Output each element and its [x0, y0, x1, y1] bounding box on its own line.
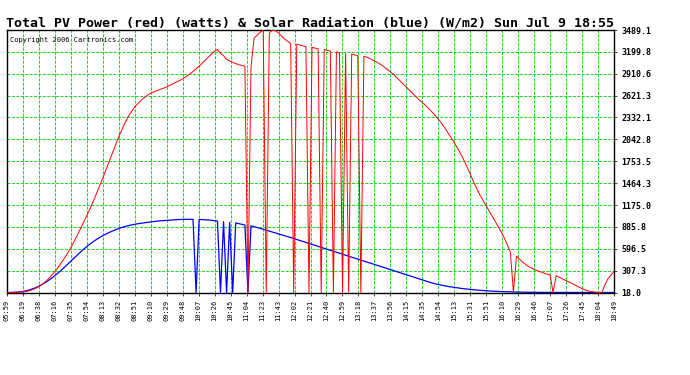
Text: Copyright 2006 Cartronics.com: Copyright 2006 Cartronics.com: [10, 37, 133, 43]
Text: Total PV Power (red) (watts) & Solar Radiation (blue) (W/m2) Sun Jul 9 18:55: Total PV Power (red) (watts) & Solar Rad…: [6, 17, 615, 30]
